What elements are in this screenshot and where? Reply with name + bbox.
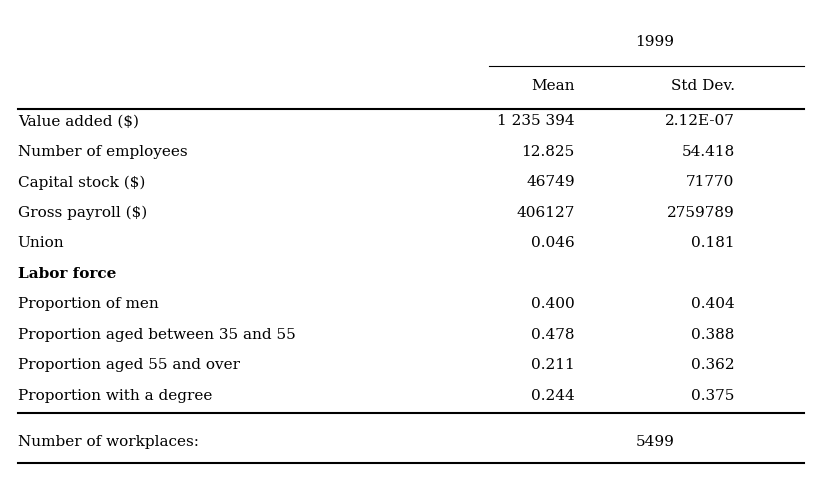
Text: 0.478: 0.478 (531, 328, 575, 342)
Text: Gross payroll ($): Gross payroll ($) (18, 205, 147, 220)
Text: 0.404: 0.404 (690, 297, 735, 311)
Text: Proportion aged between 35 and 55: Proportion aged between 35 and 55 (18, 328, 296, 342)
Text: 0.181: 0.181 (691, 236, 735, 251)
Text: Mean: Mean (531, 79, 575, 93)
Text: 1 235 394: 1 235 394 (497, 114, 575, 128)
Text: Union: Union (18, 236, 64, 251)
Text: 5499: 5499 (635, 435, 674, 449)
Text: 1999: 1999 (635, 35, 674, 49)
Text: 46749: 46749 (526, 175, 575, 189)
Text: 0.046: 0.046 (531, 236, 575, 251)
Text: 12.825: 12.825 (522, 145, 575, 159)
Text: 2759789: 2759789 (667, 206, 735, 220)
Text: 54.418: 54.418 (681, 145, 735, 159)
Text: 406127: 406127 (516, 206, 575, 220)
Text: 0.244: 0.244 (531, 388, 575, 403)
Text: Number of workplaces:: Number of workplaces: (18, 435, 199, 449)
Text: Proportion of men: Proportion of men (18, 297, 159, 311)
Text: Number of employees: Number of employees (18, 145, 187, 159)
Text: Proportion with a degree: Proportion with a degree (18, 388, 212, 403)
Text: 2.12E-07: 2.12E-07 (665, 114, 735, 128)
Text: Labor force: Labor force (18, 267, 116, 281)
Text: Proportion aged 55 and over: Proportion aged 55 and over (18, 358, 240, 372)
Text: 0.211: 0.211 (531, 358, 575, 372)
Text: 0.400: 0.400 (531, 297, 575, 311)
Text: Value added ($): Value added ($) (18, 114, 139, 128)
Text: Capital stock ($): Capital stock ($) (18, 175, 145, 190)
Text: 0.362: 0.362 (691, 358, 735, 372)
Text: Std Dev.: Std Dev. (671, 79, 735, 93)
Text: 0.375: 0.375 (691, 388, 735, 403)
Text: 71770: 71770 (686, 175, 735, 189)
Text: 0.388: 0.388 (691, 328, 735, 342)
